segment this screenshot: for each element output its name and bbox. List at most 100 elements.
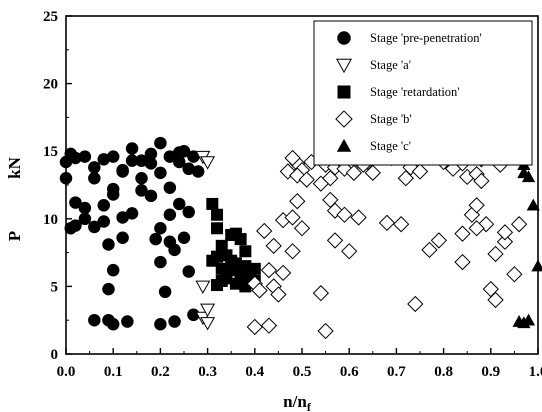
legend-label: Stage 'b' — [370, 112, 412, 126]
data-point — [116, 163, 129, 177]
legend-item: Stage 'b' — [335, 110, 412, 128]
data-point — [284, 209, 301, 226]
series-1 — [195, 150, 216, 331]
data-point — [510, 216, 528, 233]
y-tick-label: 15 — [43, 144, 58, 160]
data-point — [270, 286, 287, 303]
data-point — [182, 205, 195, 219]
data-point — [468, 220, 485, 237]
data-point — [97, 215, 110, 228]
data-point — [154, 222, 167, 235]
data-point — [97, 153, 110, 166]
data-point — [274, 264, 292, 282]
data-point — [163, 208, 177, 221]
data-point — [187, 308, 200, 322]
data-point — [298, 171, 315, 188]
data-point — [59, 172, 73, 185]
x-tick-label: 0.2 — [151, 364, 170, 380]
data-point — [182, 265, 195, 278]
data-point — [256, 222, 273, 240]
legend-label: Stage 'pre-penetration' — [370, 31, 482, 45]
data-point — [154, 318, 167, 331]
data-point — [154, 255, 167, 269]
x-axis-label-main: n/n — [283, 392, 307, 411]
data-point — [322, 170, 339, 187]
x-axis: 0.0 0.1 0.2 0.3 0.4 0.5 0.6 0.7 0.8 0.9 1.0 — [57, 348, 542, 380]
legend: Stage 'pre-penetration' Stage 'a' Stage 'r… — [313, 20, 533, 166]
data-point — [135, 184, 148, 197]
data-point — [78, 212, 92, 226]
data-point — [211, 222, 224, 235]
data-point — [246, 318, 263, 336]
x-tick-label: 0.6 — [340, 364, 359, 380]
y-tick-label: 10 — [43, 212, 58, 228]
data-point — [260, 262, 278, 279]
data-point — [473, 172, 490, 190]
data-point — [168, 243, 181, 257]
data-point — [125, 142, 139, 155]
x-tick-label: 0.9 — [481, 364, 500, 380]
data-point — [206, 197, 219, 210]
data-point — [88, 313, 101, 327]
legend-label: Stage 'c' — [370, 139, 411, 153]
data-point — [251, 282, 268, 299]
data-point — [496, 224, 514, 241]
legend-item: Stage 'c' — [336, 138, 411, 153]
legend-marker — [337, 31, 351, 45]
data-point — [364, 164, 381, 181]
data-point — [144, 157, 158, 170]
data-point — [78, 201, 92, 215]
data-point — [106, 188, 120, 201]
data-point — [326, 232, 344, 249]
data-point — [88, 220, 101, 234]
data-point — [177, 231, 191, 244]
y-tick-label: 25 — [43, 9, 58, 25]
x-tick-label: 0.0 — [57, 364, 76, 380]
legend-item: Stage 'a' — [336, 58, 411, 74]
data-point — [487, 291, 504, 309]
x-tick-label: 0.4 — [245, 364, 264, 380]
data-point — [289, 193, 306, 210]
data-point — [220, 266, 233, 279]
data-point — [135, 172, 148, 185]
data-point — [154, 166, 167, 180]
data-point — [454, 253, 471, 271]
data-point — [69, 151, 82, 165]
data-point — [69, 196, 82, 209]
data-point — [200, 156, 216, 170]
y-tick-label: 20 — [43, 77, 58, 93]
data-point — [163, 150, 177, 163]
data-point — [135, 154, 148, 167]
data-point — [173, 155, 186, 169]
y-tick-label: 5 — [51, 279, 59, 295]
data-point — [341, 243, 358, 260]
data-point — [69, 219, 82, 232]
data-point — [336, 206, 353, 223]
data-point — [106, 263, 120, 277]
data-point — [211, 208, 224, 221]
data-point — [521, 313, 536, 326]
data-point — [187, 150, 200, 163]
data-point — [144, 147, 158, 161]
data-point — [168, 315, 181, 328]
data-point — [293, 220, 311, 237]
data-point — [116, 211, 129, 224]
data-point — [378, 214, 396, 232]
x-tick-label: 0.1 — [104, 364, 123, 380]
data-point — [121, 315, 134, 328]
data-point — [284, 149, 301, 167]
legend-marker — [335, 110, 353, 128]
data-point — [116, 231, 129, 244]
data-point — [191, 165, 205, 178]
data-marks — [59, 136, 542, 340]
series-0 — [59, 136, 205, 331]
data-point — [284, 243, 301, 260]
data-point — [97, 199, 110, 212]
data-point — [521, 170, 536, 183]
data-point — [496, 233, 514, 250]
data-point — [144, 189, 158, 203]
data-point — [248, 262, 261, 275]
legend-label: Stage 'retardation' — [370, 85, 460, 99]
x-tick-label: 0.7 — [387, 364, 406, 380]
data-point — [234, 233, 247, 246]
